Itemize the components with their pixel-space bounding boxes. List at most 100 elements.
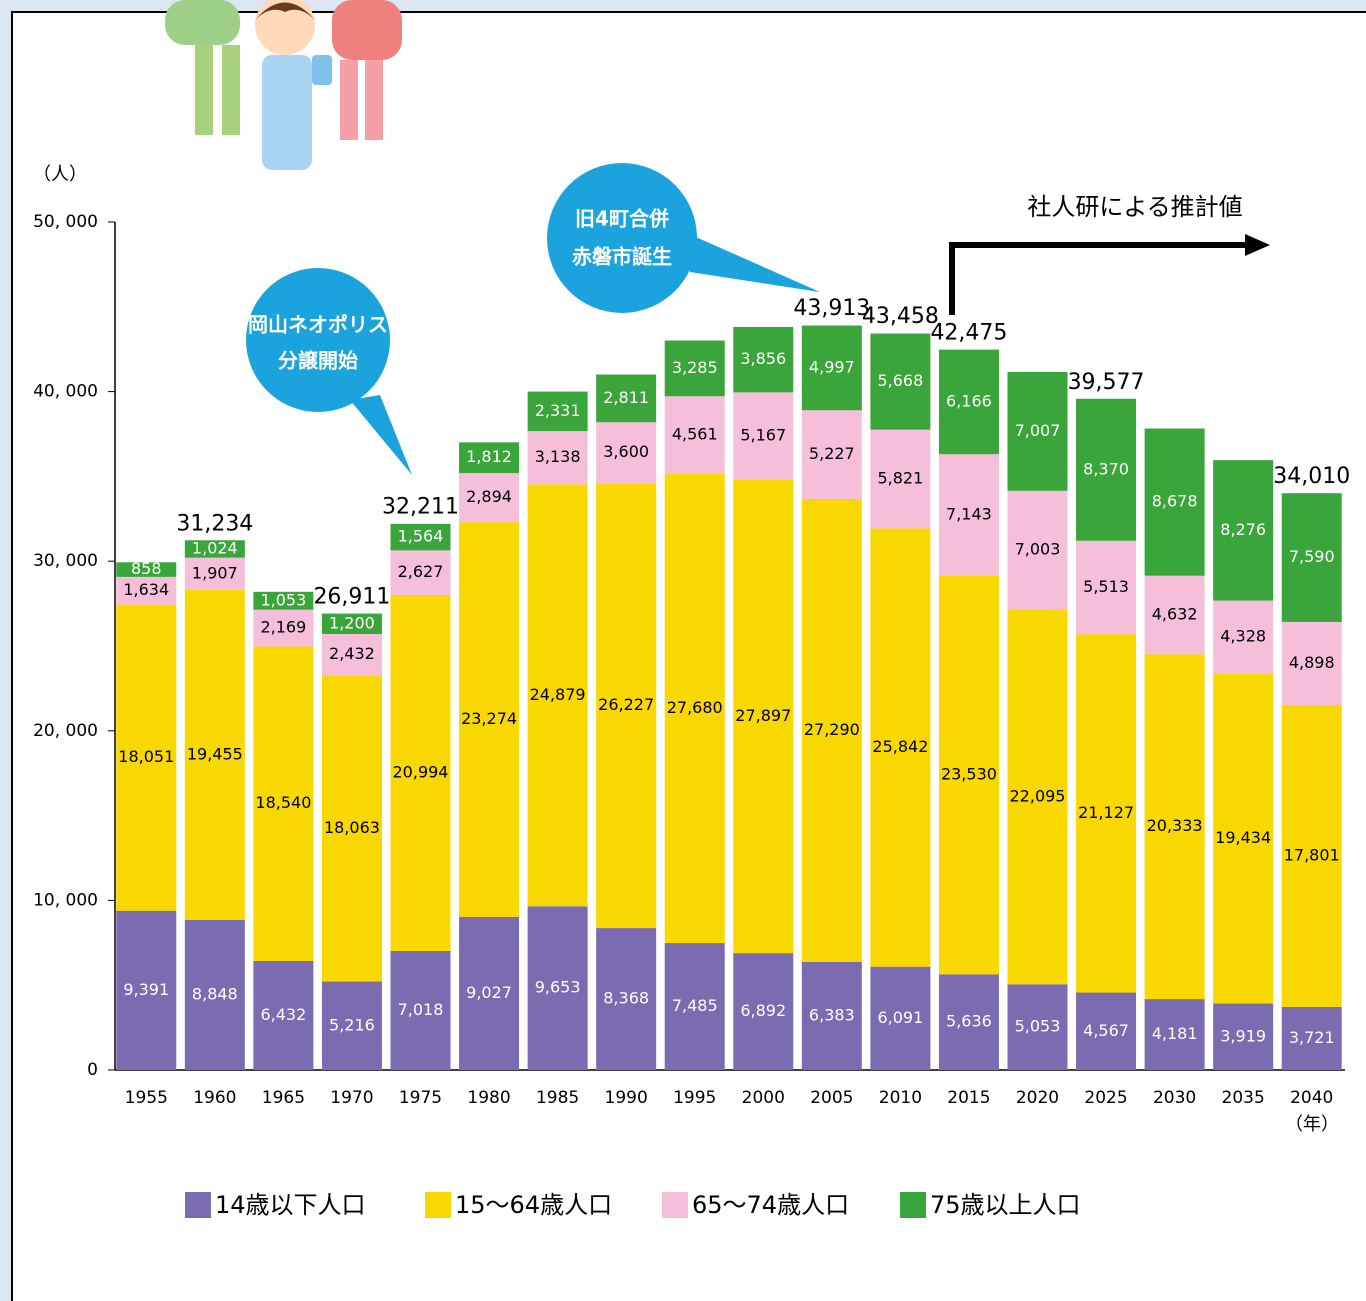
total-label: 43,458 <box>862 304 939 329</box>
value-label: 5,227 <box>809 444 855 463</box>
value-label: 18,051 <box>118 747 174 766</box>
callout-text: 分譲開始 <box>278 349 358 373</box>
value-label: 25,842 <box>872 737 928 756</box>
value-label: 6,383 <box>809 1005 855 1024</box>
value-label: 3,285 <box>672 358 718 377</box>
value-label: 27,680 <box>667 698 723 717</box>
value-label: 1,907 <box>192 563 238 582</box>
legend-swatch <box>425 1192 451 1218</box>
value-label: 5,167 <box>740 426 786 445</box>
value-label: 2,169 <box>260 618 306 637</box>
value-label: 23,530 <box>941 764 997 783</box>
value-label: 1,564 <box>398 527 444 546</box>
value-label: 7,018 <box>398 1000 444 1019</box>
value-label: 9,027 <box>466 983 512 1002</box>
value-label: 19,434 <box>1215 828 1271 847</box>
x-tick-label: 2020 <box>1016 1088 1059 1108</box>
value-label: 19,455 <box>187 744 243 763</box>
total-label: 39,577 <box>1068 370 1145 395</box>
legend-swatch <box>662 1192 688 1218</box>
x-tick-label: 2005 <box>810 1088 853 1108</box>
legend-swatch <box>185 1192 211 1218</box>
value-label: 20,333 <box>1147 816 1203 835</box>
value-label: 7,485 <box>672 996 718 1015</box>
value-label: 6,432 <box>260 1005 306 1024</box>
value-label: 2,432 <box>329 644 375 663</box>
value-label: 4,567 <box>1083 1021 1129 1040</box>
y-tick-label: 20, 000 <box>33 721 98 741</box>
value-label: 23,274 <box>461 709 517 728</box>
page: （人） （年） 岡山ネオポリス 分譲開始 旧4町合併 赤磐市誕生 社人研による推… <box>0 0 1366 1301</box>
value-label: 3,856 <box>740 349 786 368</box>
value-label: 7,003 <box>1015 540 1061 559</box>
value-label: 27,290 <box>804 720 860 739</box>
total-label: 26,911 <box>313 585 390 610</box>
y-unit-label: （人） <box>33 164 87 185</box>
total-label: 31,234 <box>176 511 253 536</box>
x-tick-label: 2000 <box>742 1088 785 1108</box>
x-tick-label: 1990 <box>605 1088 648 1108</box>
value-label: 6,091 <box>877 1008 923 1027</box>
value-label: 26,227 <box>598 695 654 714</box>
value-label: 20,994 <box>393 762 449 781</box>
total-label: 34,010 <box>1273 464 1350 489</box>
value-label: 9,653 <box>535 978 581 997</box>
value-label: 1,053 <box>260 590 306 609</box>
value-label: 4,561 <box>672 424 718 443</box>
legend-label: 14歳以下人口 <box>215 1191 366 1219</box>
value-label: 4,328 <box>1220 627 1266 646</box>
x-tick-label: 1985 <box>536 1088 579 1108</box>
value-label: 9,391 <box>123 980 169 999</box>
x-tick-label: 2025 <box>1084 1088 1127 1108</box>
value-label: 18,540 <box>255 793 311 812</box>
value-label: 5,216 <box>329 1015 375 1034</box>
x-tick-label: 1980 <box>467 1088 510 1108</box>
total-label: 43,913 <box>793 296 870 321</box>
value-label: 8,276 <box>1220 520 1266 539</box>
value-label: 858 <box>131 559 162 578</box>
x-tick-label: 2035 <box>1222 1088 1265 1108</box>
total-label: 32,211 <box>382 495 459 520</box>
value-label: 6,166 <box>946 391 992 410</box>
callout-text: 旧4町合併 <box>575 207 669 231</box>
value-label: 18,063 <box>324 818 380 837</box>
value-label: 1,200 <box>329 613 375 632</box>
value-label: 4,181 <box>1152 1024 1198 1043</box>
x-tick-label: 1995 <box>673 1088 716 1108</box>
value-label: 3,138 <box>535 447 581 466</box>
value-label: 5,513 <box>1083 577 1129 596</box>
legend-label: 65～74歳人口 <box>692 1191 849 1219</box>
value-label: 1,024 <box>192 538 238 557</box>
callout-text: 岡山ネオポリス <box>248 313 388 337</box>
value-label: 5,053 <box>1015 1017 1061 1036</box>
value-label: 4,632 <box>1152 604 1198 623</box>
x-tick-label: 2010 <box>879 1088 922 1108</box>
value-label: 2,331 <box>535 401 581 420</box>
legend-swatch <box>900 1192 926 1218</box>
value-label: 7,143 <box>946 504 992 523</box>
value-label: 3,600 <box>603 442 649 461</box>
value-label: 8,368 <box>603 989 649 1008</box>
value-label: 4,997 <box>809 357 855 376</box>
value-label: 24,879 <box>530 685 586 704</box>
value-label: 5,821 <box>877 469 923 488</box>
x-unit-label: （年） <box>1285 1114 1339 1135</box>
x-tick-label: 1960 <box>193 1088 236 1108</box>
x-tick-label: 1955 <box>125 1088 168 1108</box>
x-tick-label: 2030 <box>1153 1088 1196 1108</box>
value-label: 2,894 <box>466 487 512 506</box>
value-label: 2,811 <box>603 388 649 407</box>
value-label: 5,636 <box>946 1012 992 1031</box>
x-tick-label: 2015 <box>947 1088 990 1108</box>
value-label: 21,127 <box>1078 803 1134 822</box>
x-tick-label: 1975 <box>399 1088 442 1108</box>
value-label: 6,892 <box>740 1001 786 1020</box>
value-label: 7,007 <box>1015 421 1061 440</box>
total-label: 42,475 <box>930 321 1007 346</box>
value-label: 17,801 <box>1284 845 1340 864</box>
y-tick-label: 50, 000 <box>33 212 98 232</box>
value-label: 4,898 <box>1289 653 1335 672</box>
y-tick-label: 0 <box>87 1060 98 1080</box>
y-tick-label: 40, 000 <box>33 382 98 402</box>
value-label: 27,897 <box>735 706 791 725</box>
